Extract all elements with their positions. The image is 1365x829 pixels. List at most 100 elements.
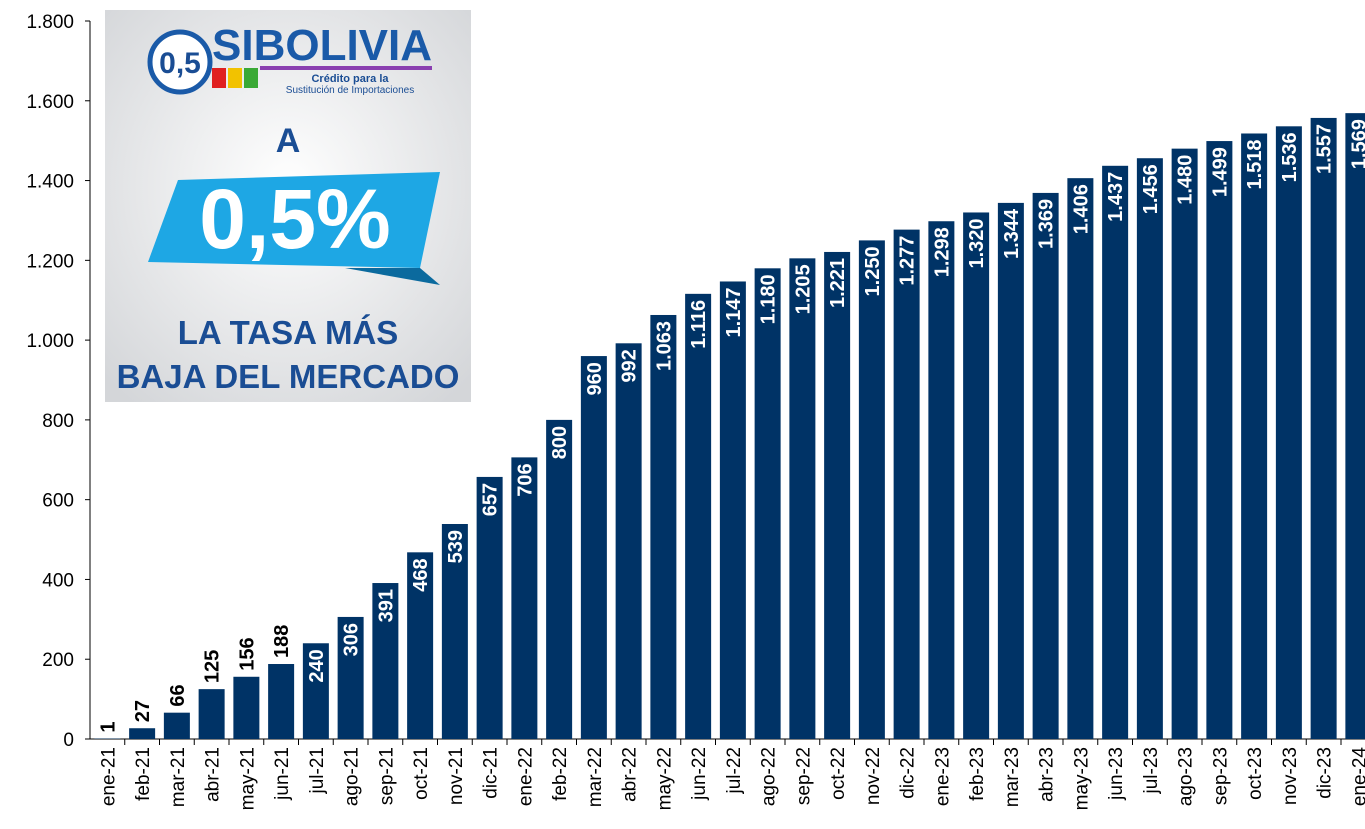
bar [1275,126,1302,740]
y-tick-label: 1.200 [26,251,74,272]
bar [129,728,156,739]
y-tick-label: 0 [63,730,74,751]
value-label: 1.116 [688,300,710,349]
flag-stripe [244,68,258,88]
bar [1171,148,1198,740]
slogan: LA TASA MÁS [178,314,399,351]
bar [441,523,468,739]
value-label: 539 [445,530,467,563]
value-label: 1.437 [1105,172,1127,222]
x-tick-label: mar-23 [1002,747,1023,807]
x-tick-label: feb-23 [967,747,988,801]
x-tick-label: mar-21 [168,747,189,807]
value-label: 1.499 [1209,147,1231,197]
value-label: 1.569 [1348,119,1365,169]
value-label: 1 [97,721,119,732]
x-tick-label: ago-21 [342,747,363,806]
bar [268,664,295,739]
x-tick-label: may-23 [1071,747,1092,810]
x-tick-label: feb-22 [550,747,571,801]
y-tick-label: 800 [42,411,74,432]
bar [615,343,642,739]
bar [858,240,885,739]
value-label: 1.221 [827,258,849,308]
badge-circle [147,29,213,95]
bar [1345,113,1365,740]
value-label: 992 [619,349,641,382]
x-tick-label: ago-23 [1176,747,1197,806]
value-label: 1.406 [1070,184,1092,234]
badge-text: 0,5 [159,47,201,80]
x-tick-label: oct-21 [411,747,432,800]
x-tick-label: sep-23 [1210,747,1231,805]
value-label: 1.147 [723,287,745,337]
x-tick-label: jul-23 [1141,747,1162,794]
flag-stripe [228,68,242,88]
bar [1136,158,1163,739]
x-tick-label: mar-22 [585,747,606,807]
value-label: 1.344 [1001,208,1023,259]
x-tick-label: jun-23 [1106,747,1127,801]
value-label: 1.250 [862,246,884,296]
bar [824,251,851,739]
x-tick-label: may-22 [654,747,675,810]
y-tick-label: 600 [42,491,74,512]
value-label: 1.298 [931,227,953,277]
x-tick-label: ene-22 [515,747,536,806]
bar [1310,117,1337,740]
value-label: 1.320 [966,218,988,268]
value-label: 306 [341,623,363,656]
brand-rule [260,66,432,70]
value-label: 468 [410,558,432,591]
x-tick-label: ene-24 [1349,747,1365,807]
bar [163,712,190,739]
x-tick-label: nov-22 [863,747,884,805]
bar [1102,165,1129,740]
value-label: 391 [375,589,397,622]
value-label: 706 [514,463,536,496]
x-tick-label: nov-23 [1280,747,1301,805]
bar [928,221,955,740]
bar [1241,133,1268,739]
x-tick-label: nov-21 [446,747,467,805]
bar [685,293,712,739]
prefix: A [276,122,301,160]
value-label: 1.369 [1036,199,1058,249]
x-tick-label: ene-21 [98,747,119,806]
y-tick-label: 200 [42,650,74,671]
x-tick-label: jun-22 [689,747,710,801]
x-tick-label: sep-22 [793,747,814,805]
bar [233,676,260,739]
x-tick-label: sep-21 [376,747,397,805]
x-tick-label: dic-22 [898,747,919,799]
bar [302,643,329,739]
bar [789,258,816,739]
bar [1206,141,1233,739]
y-tick-label: 1.800 [26,12,74,33]
x-tick-label: ago-22 [759,747,780,806]
bar [407,552,434,739]
bar [754,268,781,739]
value-label: 156 [236,637,258,670]
bar [546,419,573,739]
plot-area: 0 200 400 600 800 1.000 1.200 1.400 1.600 1.800 en… [26,12,1365,810]
rate-banner [148,172,440,268]
value-label: 125 [202,650,224,683]
bar [893,229,920,739]
tagline: Sustitución de Importaciones [286,85,414,96]
bar [1032,192,1059,739]
value-label: 1.277 [897,236,919,286]
y-tick-label: 400 [42,570,74,591]
x-tick-label: dic-21 [481,747,502,799]
x-tick-label: abr-22 [620,747,641,802]
y-tick-label: 1.400 [26,172,74,193]
brand: SIBOLIVIA [212,21,432,70]
value-label: 1.480 [1175,155,1197,205]
value-label: 1.536 [1279,132,1301,182]
value-label: 1.456 [1140,164,1162,214]
flag-stripe [212,68,226,88]
value-label: 188 [271,625,293,658]
bar [963,212,990,739]
bar [719,281,746,739]
